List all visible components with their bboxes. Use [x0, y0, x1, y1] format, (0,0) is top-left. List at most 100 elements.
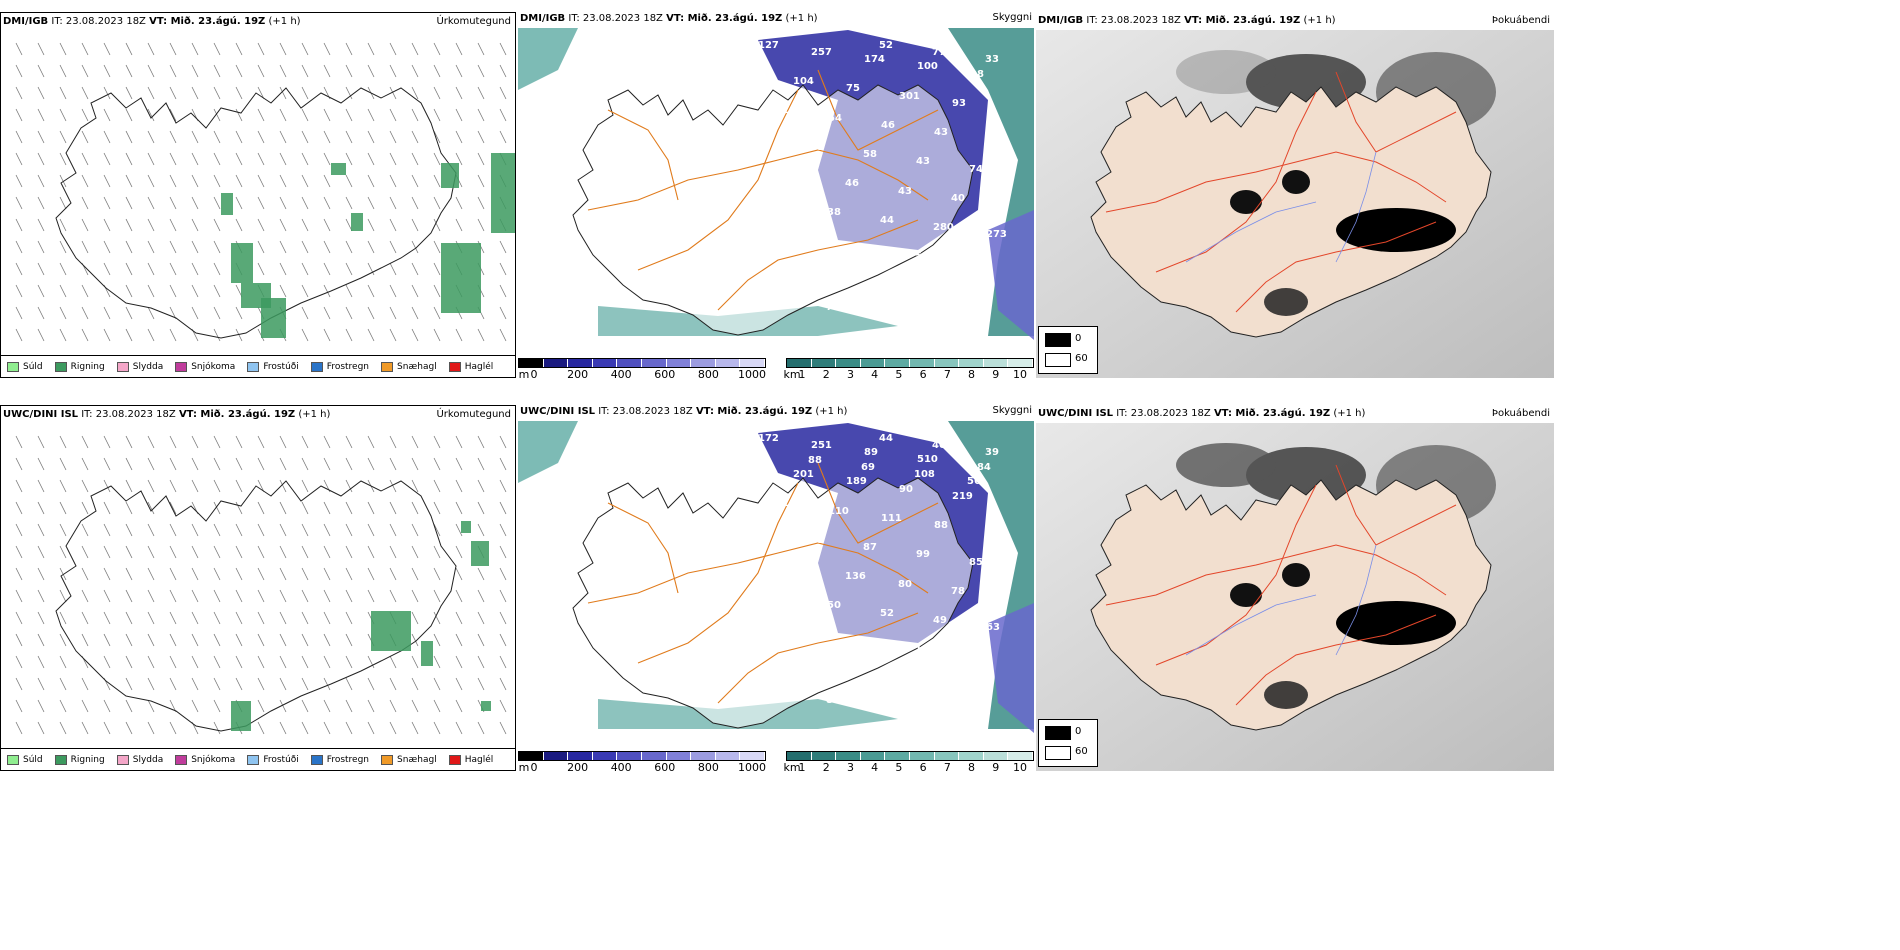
it-value: 23.08.2023 18Z — [65, 16, 146, 27]
cloud-base-value: 78 — [951, 586, 965, 597]
cloud-base-value: 101 — [968, 652, 989, 663]
colorbar-cell — [811, 752, 837, 760]
colorbar-cell — [885, 359, 910, 367]
cloud-base-value: 43 — [916, 156, 930, 167]
cloud-base-value: 112 — [915, 644, 936, 655]
run-info: DMI/IGB IT: 23.08.2023 18Z VT: Mið. 23.á… — [520, 13, 818, 24]
colorbar-tick: 1 — [798, 761, 806, 771]
cloud-base-value: 80 — [898, 579, 912, 590]
precip-legend-item: Snjókoma — [175, 361, 235, 372]
legend-swatch — [448, 361, 461, 372]
legend-swatch — [247, 754, 260, 765]
cloud-base-value: 46 — [950, 288, 964, 299]
colorbar-tick: 3 — [846, 368, 854, 378]
product-title: Þokuábendi — [1491, 15, 1550, 26]
fog-indicator-panel: UWC/DINI ISL IT: 23.08.2023 18Z VT: Mið.… — [1036, 405, 1554, 771]
it-label: IT: — [81, 409, 93, 420]
fog-legend-label: 0 — [1075, 726, 1082, 737]
colorbar-cell — [885, 752, 910, 760]
fog-legend: 0 60 — [1038, 326, 1098, 374]
cloud-base-value: 66 — [862, 637, 876, 648]
it-value: 23.08.2023 18Z — [582, 13, 663, 24]
cloud-base-value: 184 — [970, 462, 991, 473]
product-title: Skyggni — [992, 12, 1032, 23]
it-value: 23.08.2023 18Z — [1100, 15, 1181, 26]
colorbar-cell — [592, 359, 618, 367]
model-name: UWC/DINI ISL — [1038, 408, 1114, 419]
precip-legend-item: Snæhagl — [381, 361, 437, 372]
legend-swatch — [448, 754, 461, 765]
cloud-base-value: 33 — [985, 54, 999, 65]
cloud-base-value: 90 — [844, 273, 858, 284]
model-name: UWC/DINI ISL — [520, 406, 596, 417]
colorbar-tick: 200 — [567, 368, 589, 378]
fog-legend-label: 0 — [1075, 333, 1082, 344]
colorbar-tick: 6 — [919, 368, 927, 378]
cloud-base-value: 85 — [969, 557, 983, 568]
model-name: UWC/DINI ISL — [3, 409, 79, 420]
cloud-base-value: 104 — [793, 76, 814, 87]
precip-legend-item: Súld — [7, 361, 43, 372]
cloud-base-value: 301 — [899, 91, 920, 102]
colorbar-ticks: m 0 200 400 600 800 1000 — [518, 761, 766, 771]
cloud-base-value: 89 — [864, 447, 878, 458]
cloud-base-value: 108 — [914, 469, 935, 480]
cloud-base-value: 67 — [987, 527, 1001, 538]
cloud-base-value: 75 — [846, 83, 860, 94]
colorbar-cell — [641, 752, 667, 760]
it-label: IT: — [51, 16, 63, 27]
cloud-base-panel: DMI/IGB IT: 23.08.2023 18Z VT: Mið. 23.á… — [518, 10, 1034, 378]
colorbar-cell — [666, 359, 692, 367]
cloud-base-value: 56 — [915, 251, 929, 262]
colorbar-tick: 3 — [846, 761, 854, 771]
cloud-base-colorbar: m 0 200 400 600 800 1000 — [518, 358, 766, 378]
colorbar-cell — [740, 752, 765, 760]
colorbar-tick: 7 — [943, 368, 951, 378]
cloud-base-value: 96 — [773, 295, 787, 306]
cloud-base-value: 114 — [775, 498, 796, 509]
model-name: DMI/IGB — [1038, 15, 1084, 26]
cloud-base-value: 52 — [879, 40, 893, 51]
colorbar-cell — [934, 752, 960, 760]
colorbar-cell — [543, 752, 569, 760]
cloud-base-value: 219 — [952, 491, 973, 502]
cloud-base-value: 58 — [863, 149, 877, 160]
colorbar-unit: m — [518, 761, 530, 771]
model-name: DMI/IGB — [3, 16, 49, 27]
colorbar-tick: 800 — [697, 761, 719, 771]
cloud-base-value: 43 — [898, 186, 912, 197]
legend-label: Slydda — [132, 754, 164, 765]
fog-map — [1036, 423, 1554, 771]
legend-label: Súld — [23, 361, 43, 372]
cloud-base-value: 98 — [970, 69, 984, 80]
cloud-base-value: 77 — [932, 47, 946, 58]
cloud-base-value: 52 — [880, 608, 894, 619]
colorbar-cell — [568, 359, 593, 367]
product-title: Skyggni — [992, 405, 1032, 416]
cloud-base-value: 46 — [845, 178, 859, 189]
cloud-base-value: 88 — [934, 520, 948, 531]
colorbar-ticks: m 0 200 400 600 800 1000 — [518, 368, 766, 378]
colorbar-cell — [691, 752, 716, 760]
cloud-base-value: 74 — [969, 164, 983, 175]
cloud-base-value: 63 — [809, 630, 823, 641]
colorbar-unit: m — [518, 368, 530, 378]
colorbar-cell — [787, 752, 812, 760]
cloud-base-value: 69 — [861, 462, 875, 473]
cloud-base-value: 46 — [881, 120, 895, 131]
cloud-base-value: 73 — [862, 244, 876, 255]
cloud-base-colorbar: m 0 200 400 600 800 1000 — [518, 751, 766, 771]
colorbar-cell — [983, 752, 1009, 760]
legend-label: Súld — [23, 754, 43, 765]
precip-legend: Súld Rigning Slydda Snjókoma Frostúði Frostre… — [1, 355, 515, 377]
colorbar-tick: 200 — [567, 761, 589, 771]
cloud-base-value: 56 — [967, 476, 981, 487]
colorbar-cell — [983, 359, 1009, 367]
legend-swatch — [54, 361, 67, 372]
cloud-base-value: 88 — [791, 659, 805, 670]
colorbar-cell — [519, 359, 544, 367]
colorbar-tick: 400 — [610, 761, 632, 771]
cloud-base-value: 39 — [985, 447, 999, 458]
cloud-base-value: 40 — [932, 440, 946, 451]
colorbar-tick: 600 — [654, 368, 676, 378]
